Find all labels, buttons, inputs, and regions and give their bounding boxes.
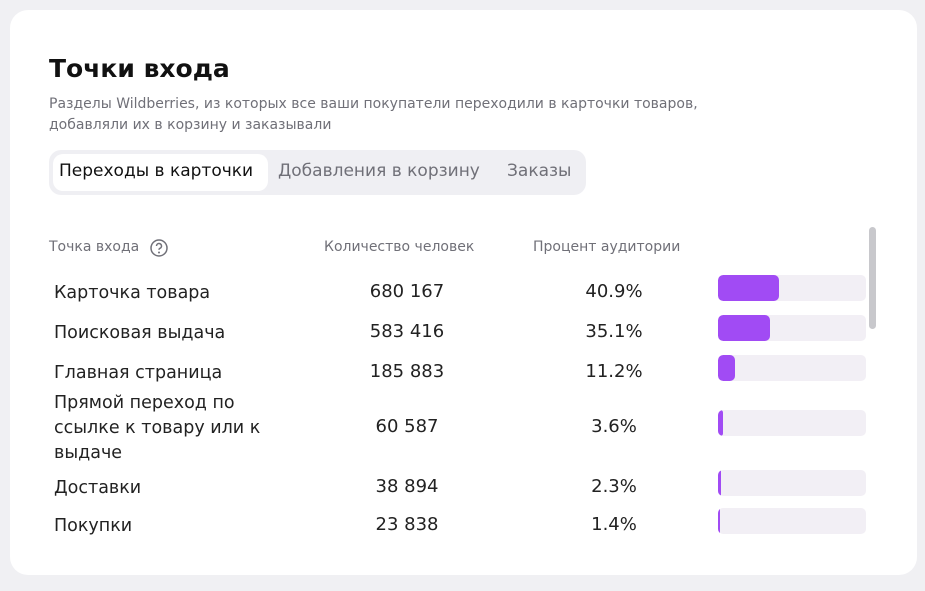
bar (718, 470, 722, 496)
bar (718, 275, 779, 301)
percent: 11.2% (585, 361, 643, 382)
count: 583 416 (369, 321, 445, 342)
tab[interactable]: Добавления в корзину (278, 161, 480, 181)
percent: 3.6% (591, 416, 637, 437)
row-label: Главная страница (54, 362, 223, 383)
tab[interactable]: Заказы (507, 161, 572, 181)
column-header: Точка входа (49, 239, 140, 255)
count: 680 167 (369, 281, 445, 302)
row-label: Карточка товара (54, 282, 211, 303)
percent: 2.3% (591, 476, 637, 497)
row-label: Покупки (54, 515, 133, 536)
percent: 1.4% (591, 514, 637, 535)
tab[interactable]: Переходы в карточки (59, 161, 254, 181)
title: Точки входа (49, 54, 230, 83)
count: 38 894 (375, 476, 439, 497)
count: 23 838 (375, 514, 439, 535)
row-label: Поисковая выдача (54, 322, 226, 343)
bar-track (718, 508, 866, 534)
bar-track (718, 315, 866, 341)
bar-track (718, 275, 866, 301)
bar-track (718, 470, 866, 496)
column-header: Процент аудитории (533, 239, 681, 255)
subtitle: Разделы Wildberries, из которых все ваши… (49, 96, 698, 112)
active-tab-bg (53, 154, 268, 191)
scrollbar[interactable] (869, 227, 876, 329)
percent: 35.1% (585, 321, 643, 342)
bar (718, 315, 770, 341)
subtitle: добавляли их в корзину и заказывали (49, 117, 332, 133)
percent: 40.9% (585, 281, 643, 302)
bar (718, 410, 724, 436)
bar-track (718, 410, 866, 436)
row-label: Прямой переход по ссылке к товару или к … (54, 392, 261, 463)
help-icon[interactable] (149, 238, 169, 258)
column-header: Количество человек (324, 239, 475, 255)
bar (718, 355, 735, 381)
bar (718, 508, 721, 534)
row-label: Доставки (54, 477, 142, 498)
bar-track (718, 355, 866, 381)
count: 60 587 (375, 416, 439, 437)
count: 185 883 (369, 361, 445, 382)
